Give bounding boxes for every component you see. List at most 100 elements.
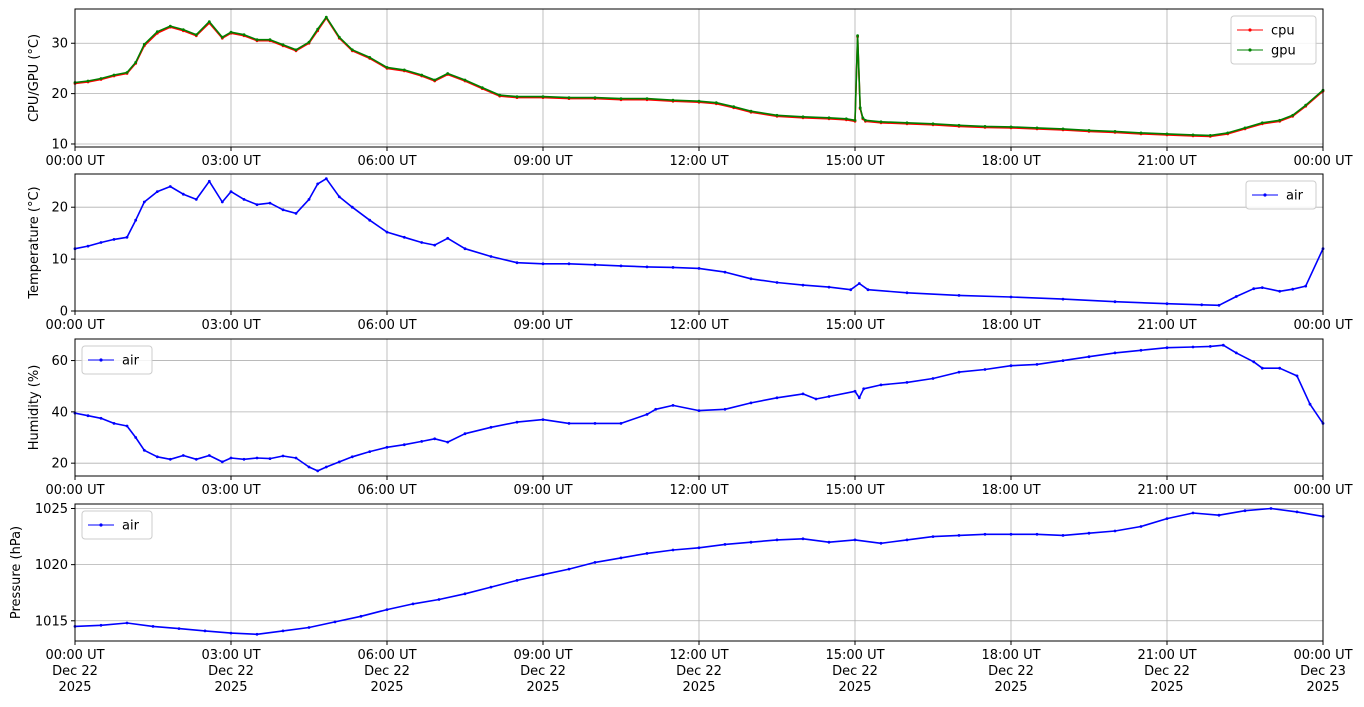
data-point-air: [1304, 284, 1308, 288]
data-point-air: [307, 465, 311, 469]
data-point-gpu: [864, 118, 867, 122]
data-point-gpu: [134, 61, 138, 64]
data-point-air: [402, 235, 406, 239]
data-point-air: [99, 623, 103, 627]
data-point-air: [1234, 351, 1238, 355]
data-point-air: [489, 255, 493, 258]
y-tick-label: 10: [51, 253, 68, 268]
y-axis-label-pressure-hpa: Pressure (hPa): [9, 526, 24, 619]
data-point-gpu: [844, 117, 848, 121]
data-point-air: [905, 291, 909, 295]
data-point-air: [1208, 345, 1212, 348]
x-tick-label: 06:00 UT: [357, 483, 416, 498]
x-tick-label: 21:00 UT Dec 22 2025: [1137, 648, 1196, 695]
data-point-gpu: [801, 115, 805, 119]
data-point-air: [337, 460, 341, 464]
data-point-air: [207, 179, 211, 183]
data-point-air: [827, 540, 831, 544]
data-point-gpu: [433, 78, 437, 82]
data-point-air: [645, 552, 649, 555]
data-point-air: [957, 294, 961, 297]
data-point-air: [1308, 402, 1312, 406]
data-point-air: [983, 368, 987, 371]
x-tick-label: 15:00 UT: [825, 154, 884, 169]
y-tick-label: 1015: [35, 614, 68, 629]
data-point-air: [420, 241, 424, 244]
data-point-air: [420, 440, 424, 443]
data-point-gpu: [316, 27, 320, 31]
y-axis-label-cpu-gpu-c: CPU/GPU (°C): [27, 34, 42, 122]
data-point-air: [671, 548, 675, 552]
data-point-air: [155, 190, 159, 194]
data-point-gpu: [1113, 130, 1117, 133]
x-tick-label: 15:00 UT: [825, 318, 884, 333]
legend-marker-air: [99, 523, 103, 527]
data-point-air: [1200, 303, 1204, 307]
data-point-air: [112, 422, 116, 425]
data-point-air: [99, 416, 103, 420]
data-point-gpu: [86, 79, 90, 83]
data-point-gpu: [207, 20, 211, 23]
y-tick-label: 20: [51, 201, 68, 216]
data-point-gpu: [307, 40, 311, 44]
series-line-cpu: [74, 17, 1324, 138]
legend-marker-cpu: [1248, 28, 1252, 32]
x-tick-label: 09:00 UT: [513, 318, 572, 333]
data-point-air: [142, 200, 146, 204]
data-point-air: [446, 440, 450, 444]
data-point-air: [671, 266, 675, 269]
data-point-gpu: [957, 123, 961, 127]
x-tick-label: 15:00 UT: [825, 483, 884, 498]
data-point-gpu: [983, 125, 987, 128]
data-point-air: [281, 454, 285, 458]
data-point-air: [814, 397, 818, 401]
data-point-air: [1221, 343, 1225, 347]
data-point-air: [125, 621, 129, 625]
x-tick-label: 12:00 UT: [669, 318, 728, 333]
data-point-gpu: [697, 99, 701, 103]
legend-box: [1245, 180, 1317, 210]
data-point-air: [1113, 300, 1117, 304]
legend-label-cpu: cpu: [1271, 24, 1295, 39]
data-point-air: [1291, 287, 1295, 291]
data-point-air: [125, 424, 129, 428]
data-point-air: [593, 422, 597, 425]
data-point-air: [515, 420, 519, 424]
x-tick-label: 03:00 UT Dec 22 2025: [201, 648, 260, 695]
air-temperature-panel: 00:00 UT 03:00 UT 06:00 UT 09:00 UT 12:00 UT…: [27, 173, 1353, 333]
data-point-air: [181, 192, 185, 196]
data-point-air: [723, 407, 727, 411]
data-point-air: [1165, 302, 1169, 306]
data-point-air: [316, 182, 320, 186]
y-tick-label: 20: [51, 87, 68, 102]
legend-marker-gpu: [1248, 48, 1252, 52]
data-point-air: [385, 608, 389, 611]
data-point-air: [723, 543, 727, 546]
data-point-air: [177, 627, 181, 630]
data-point-gpu: [593, 96, 597, 99]
data-point-gpu: [749, 109, 753, 113]
legend-box: [81, 345, 153, 375]
data-point-air: [463, 592, 467, 596]
x-tick-label: 00:00 UT Dec 23 2025: [1293, 648, 1352, 695]
data-point-air: [619, 556, 623, 560]
y-axis-label-temperature-c: Temperature (°C): [27, 186, 42, 299]
data-point-air: [1278, 289, 1282, 293]
data-point-gpu: [350, 48, 354, 52]
data-point-gpu: [905, 121, 909, 125]
data-point-air: [1165, 346, 1169, 350]
x-tick-label: 00:00 UT: [45, 318, 104, 333]
data-point-air: [671, 404, 675, 407]
data-point-air: [489, 585, 493, 589]
data-point-air: [1278, 366, 1282, 370]
series-line-gpu: [74, 16, 1324, 137]
legend-label-air: air: [1286, 189, 1304, 204]
data-point-air: [350, 205, 354, 209]
data-point-air: [857, 396, 861, 400]
x-tick-label: 18:00 UT: [981, 318, 1040, 333]
data-point-air: [827, 285, 831, 289]
data-point-air: [567, 422, 571, 425]
data-point-air: [194, 457, 198, 461]
legend-label-air: air: [122, 519, 140, 534]
data-point-air: [463, 432, 467, 436]
